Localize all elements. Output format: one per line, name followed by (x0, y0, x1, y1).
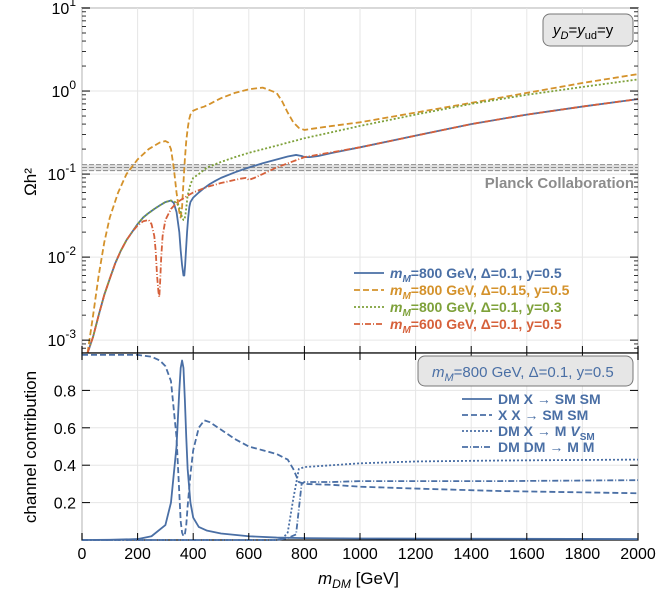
svg-text:mM=800 GeV, Δ=0.1, y=0.5: mM=800 GeV, Δ=0.1, y=0.5 (432, 364, 614, 384)
bottom-xtick-label: 0 (78, 546, 87, 563)
top-legend-label: mM=600 GeV, Δ=0.1, y=0.5 (390, 316, 562, 336)
x-axis-title-m: m (318, 569, 332, 588)
x-axis-title: mDM [GeV] (318, 569, 399, 591)
bottom-xtick-label: 200 (124, 546, 151, 563)
bottom-legend-vsub: SM (580, 432, 595, 443)
top-ytick-base: 10 (48, 250, 66, 267)
top-legend: mM=800 GeV, Δ=0.1, y=0.5mM=800 GeV, Δ=0.… (354, 265, 570, 336)
top-series-group (86, 73, 639, 354)
top-series-line-1 (86, 73, 639, 354)
bottom-legend-label: X X → SM SM (498, 407, 588, 423)
x-axis-title-sub: DM (332, 577, 351, 591)
top-ytick-label: 101 (52, 0, 77, 18)
planck-label: Planck Collaboration (485, 175, 634, 192)
bottom-ytick-label: 0.2 (54, 496, 76, 513)
top-legend-label: mM=800 GeV, Δ=0.1, y=0.5 (390, 265, 562, 285)
bottom-xtick-label: 400 (180, 546, 207, 563)
bottom-corner-m: m (432, 364, 445, 381)
top-ytick-base: 10 (48, 167, 66, 184)
bottom-x-ticks: 0 200 400 600 800 1000 1200 1400 1600 1800 2000 (78, 353, 656, 563)
top-ytick-exp: 0 (69, 78, 76, 92)
top-legend-m: m (390, 282, 402, 298)
bottom-xtick-label: 1400 (453, 546, 489, 563)
top-legend-sub: M (402, 325, 411, 336)
top-ytick-label: 10-3 (48, 327, 77, 350)
x-axis-title-rest: [GeV] (351, 569, 399, 588)
top-x-ticks (81, 346, 639, 353)
top-legend-sub: M (402, 308, 411, 319)
top-ytick-base: 10 (52, 84, 70, 101)
bottom-xtick-label: 1800 (565, 546, 601, 563)
top-legend-m: m (390, 265, 402, 281)
bottom-corner-sub: M (445, 372, 455, 384)
corner-sub2: ud (585, 30, 597, 42)
top-series-line-2 (86, 78, 639, 354)
bottom-ytick-label: 0.4 (54, 458, 76, 475)
top-legend-sub: M (402, 274, 411, 285)
bottom-legend-pre: DM X → M (498, 423, 570, 439)
top-legend-rest: =800 GeV, Δ=0.1, y=0.3 (411, 299, 562, 315)
top-ytick-exp: 1 (69, 0, 76, 9)
top-ytick-exp: -2 (65, 244, 76, 258)
corner-eq1: = (568, 22, 577, 39)
bottom-series-group (81, 353, 639, 541)
top-legend-rest: =600 GeV, Δ=0.1, y=0.5 (411, 316, 562, 332)
top-ytick-base: 10 (48, 333, 66, 350)
top-legend-m: m (390, 316, 402, 332)
top-y-axis-title: Ωh² (21, 168, 40, 196)
corner-eq2: =y (597, 22, 614, 39)
bottom-legend-v: V (570, 423, 581, 439)
svg-text:yD=yud=y: yD=yud=y (552, 22, 614, 42)
bottom-xtick-label: 800 (291, 546, 318, 563)
bottom-corner-rest: =800 GeV, Δ=0.1, y=0.5 (454, 364, 614, 381)
top-legend-m: m (390, 299, 402, 315)
bottom-series-line-3 (82, 479, 639, 541)
bottom-panel: 0.2 0.4 0.6 0.8 0 200 400 600 800 1000 1200 1400 16… (21, 352, 656, 591)
top-ytick-label: 10-1 (48, 161, 77, 184)
top-legend-sub: M (402, 291, 411, 302)
corner-sub1: D (561, 30, 569, 42)
top-ytick-label: 100 (52, 78, 77, 101)
top-ytick-base: 10 (52, 1, 70, 18)
corner-y2: y (576, 22, 586, 39)
bottom-legend-label: DM DM → M M (498, 439, 594, 455)
bottom-xtick-label: 1000 (342, 546, 378, 563)
top-ytick-exp: -3 (65, 327, 76, 341)
bottom-y-ticks: 0.2 0.4 0.6 0.8 (54, 383, 638, 513)
corner-y1: y (552, 22, 562, 39)
bottom-xtick-label: 1600 (509, 546, 545, 563)
bottom-legend-label: DM X → M VSM (498, 423, 595, 443)
bottom-xtick-label: 600 (235, 546, 262, 563)
bottom-ytick-label: 0.6 (54, 421, 76, 438)
bottom-legend-label: DM X → SM SM (498, 391, 601, 407)
top-ytick-exp: -1 (65, 161, 76, 175)
bottom-corner-box: mM=800 GeV, Δ=0.1, y=0.5 (417, 355, 634, 387)
top-corner-box: yD=yud=y (542, 13, 634, 47)
bottom-y-axis-title: channel contribution (21, 371, 40, 523)
bottom-xtick-label: 1200 (398, 546, 434, 563)
bottom-series-line-0 (81, 359, 639, 541)
top-legend-label: mM=800 GeV, Δ=0.15, y=0.5 (390, 282, 570, 302)
bottom-ytick-label: 0.8 (54, 383, 76, 400)
top-legend-rest: =800 GeV, Δ=0.1, y=0.5 (411, 265, 562, 281)
top-legend-label: mM=800 GeV, Δ=0.1, y=0.3 (390, 299, 562, 319)
planck-band (82, 164, 638, 172)
bottom-xtick-label: 2000 (620, 546, 656, 563)
top-legend-rest: =800 GeV, Δ=0.15, y=0.5 (411, 282, 570, 298)
top-ytick-label: 10-2 (48, 244, 77, 267)
